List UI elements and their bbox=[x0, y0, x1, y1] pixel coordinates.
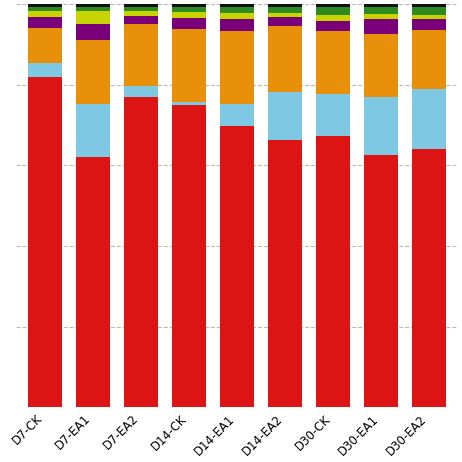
Bar bbox=[412, 4, 446, 7]
Bar bbox=[172, 105, 206, 407]
Bar bbox=[412, 15, 446, 19]
Bar bbox=[219, 31, 254, 104]
Bar bbox=[76, 7, 110, 12]
Bar bbox=[267, 18, 302, 25]
Bar bbox=[267, 92, 302, 140]
Bar bbox=[267, 25, 302, 92]
Bar bbox=[267, 7, 302, 12]
Bar bbox=[124, 86, 158, 97]
Bar bbox=[76, 104, 110, 157]
Bar bbox=[267, 140, 302, 407]
Bar bbox=[76, 12, 110, 24]
Bar bbox=[76, 4, 110, 7]
Bar bbox=[124, 7, 158, 12]
Bar bbox=[412, 19, 446, 30]
Bar bbox=[412, 89, 446, 149]
Bar bbox=[172, 12, 206, 18]
Bar bbox=[364, 7, 398, 14]
Bar bbox=[316, 31, 350, 94]
Bar bbox=[124, 24, 158, 86]
Bar bbox=[219, 19, 254, 31]
Bar bbox=[364, 155, 398, 407]
Bar bbox=[28, 4, 62, 7]
Bar bbox=[172, 7, 206, 12]
Bar bbox=[219, 4, 254, 7]
Bar bbox=[219, 126, 254, 407]
Bar bbox=[172, 4, 206, 7]
Bar bbox=[412, 30, 446, 89]
Bar bbox=[28, 7, 62, 12]
Bar bbox=[316, 136, 350, 407]
Bar bbox=[364, 4, 398, 7]
Bar bbox=[28, 63, 62, 77]
Bar bbox=[219, 104, 254, 126]
Bar bbox=[267, 12, 302, 18]
Bar bbox=[412, 149, 446, 407]
Bar bbox=[172, 29, 206, 102]
Bar bbox=[364, 97, 398, 155]
Bar bbox=[124, 16, 158, 24]
Bar bbox=[316, 21, 350, 31]
Bar bbox=[219, 12, 254, 19]
Bar bbox=[364, 19, 398, 34]
Bar bbox=[316, 7, 350, 15]
Bar bbox=[28, 17, 62, 28]
Bar bbox=[267, 4, 302, 7]
Bar bbox=[316, 94, 350, 136]
Bar bbox=[124, 12, 158, 16]
Bar bbox=[76, 157, 110, 407]
Bar bbox=[28, 77, 62, 407]
Bar bbox=[76, 24, 110, 40]
Bar bbox=[172, 102, 206, 105]
Bar bbox=[124, 4, 158, 7]
Bar bbox=[316, 15, 350, 21]
Bar bbox=[172, 18, 206, 29]
Bar bbox=[364, 34, 398, 97]
Bar bbox=[76, 40, 110, 104]
Bar bbox=[412, 7, 446, 15]
Bar bbox=[124, 97, 158, 407]
Bar bbox=[28, 12, 62, 17]
Bar bbox=[364, 14, 398, 19]
Bar bbox=[316, 4, 350, 7]
Bar bbox=[219, 7, 254, 12]
Bar bbox=[28, 28, 62, 63]
